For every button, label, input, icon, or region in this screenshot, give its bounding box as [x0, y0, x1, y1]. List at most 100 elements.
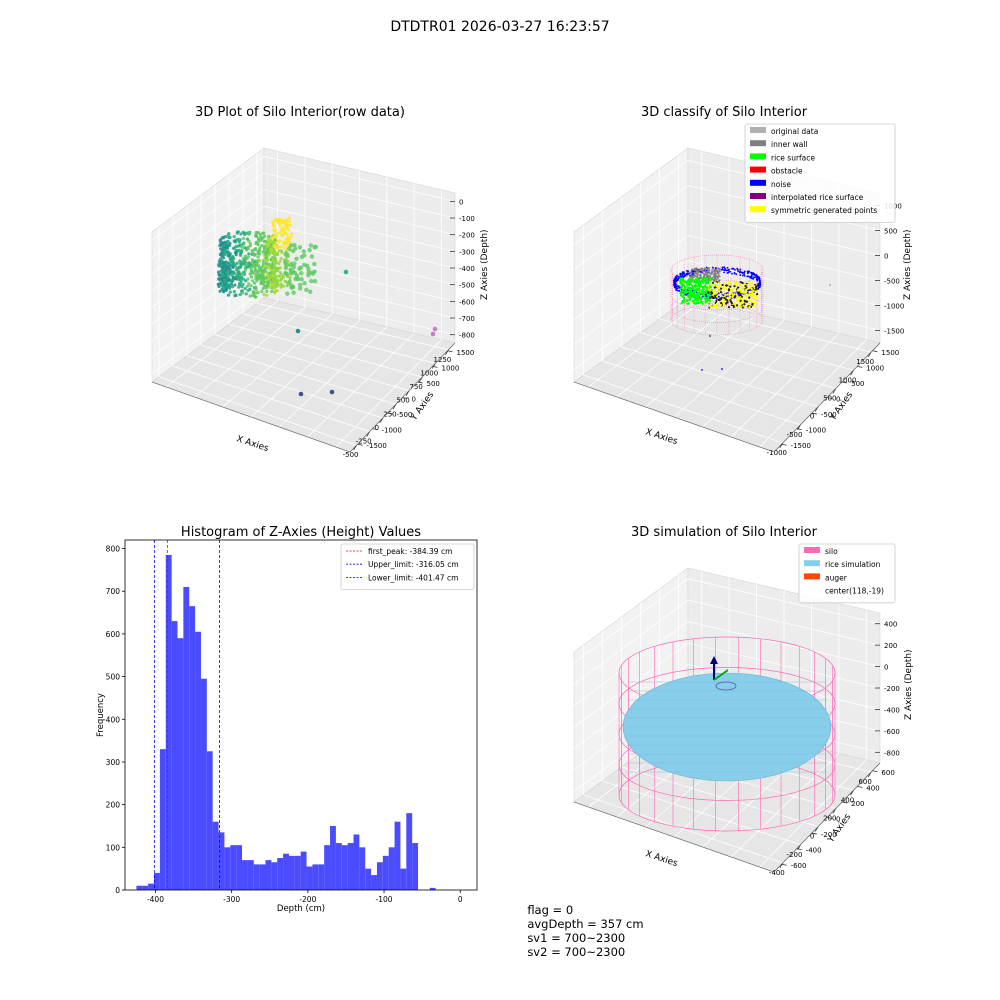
data-point [227, 278, 231, 282]
noise-point [675, 289, 678, 291]
grid-line [335, 339, 442, 448]
histogram-bar [189, 606, 196, 890]
data-point [275, 218, 279, 222]
symmetric-point [732, 287, 735, 290]
rice-point [693, 294, 697, 297]
data-point [222, 290, 226, 294]
symmetric-point [740, 286, 743, 289]
data-point [266, 258, 270, 262]
y-tick-label: 500 [851, 380, 864, 388]
grid-line [151, 155, 456, 241]
symmetric-point [726, 293, 729, 296]
rice-point [701, 302, 704, 305]
data-point [277, 240, 281, 244]
data-point [297, 245, 303, 250]
histogram-bar [265, 860, 272, 890]
data-point [220, 287, 224, 292]
silo-wire [670, 292, 764, 323]
data-point [223, 283, 227, 287]
symmetric-point [748, 286, 752, 290]
data-point [273, 256, 277, 260]
data-point [244, 279, 248, 283]
rice-point [705, 289, 708, 292]
data-point [287, 237, 291, 241]
histogram-ticks: -400 -300 -200 -100 0 0 100 200 300 400 500 600 700 8… [106, 545, 463, 904]
data-point [224, 274, 228, 278]
data-point [248, 272, 252, 276]
y-tick-label: -500 [397, 411, 413, 419]
data-point [244, 263, 248, 267]
histogram-bar [288, 855, 295, 890]
histogram-bar [224, 847, 231, 890]
wall-point [718, 270, 721, 273]
noise-point [675, 280, 678, 282]
data-point [269, 264, 273, 268]
symmetric-point [751, 282, 754, 285]
data-point [285, 226, 289, 230]
histogram-bar [183, 586, 190, 890]
y-tick [826, 397, 833, 399]
legend-entry: first_peak: -384.39 cm [368, 547, 452, 556]
noise-point [717, 295, 720, 298]
data-point [242, 258, 246, 263]
rice-point [695, 301, 698, 304]
data-point [276, 221, 280, 225]
noise-point [715, 297, 718, 300]
y-tick-label: 1500 [457, 349, 475, 357]
data-point [286, 235, 290, 239]
noise-point [681, 272, 683, 275]
rice-point [702, 281, 705, 284]
symmetric-point [740, 297, 743, 300]
symmetric-point [747, 303, 750, 306]
data-point [242, 241, 246, 245]
rice-point [695, 289, 698, 292]
symmetric-point [733, 285, 736, 288]
symmetric-point [741, 300, 744, 303]
rice-point [700, 296, 703, 299]
grid-line [250, 320, 360, 418]
y-tick [796, 848, 802, 851]
wall-point [704, 274, 707, 277]
wall-point [710, 272, 713, 275]
panel-raw-data-axes: -500-250025050075010001250150010005000-5… [151, 147, 475, 459]
symmetric-point [741, 281, 744, 285]
data-point [292, 261, 297, 266]
data-point [248, 287, 252, 291]
histogram-bar [218, 832, 225, 890]
histogram-bar [206, 751, 213, 890]
grid-line [730, 333, 840, 438]
data-point [271, 241, 275, 245]
wall-point [708, 272, 711, 275]
x-tick-label: -500 [787, 431, 803, 439]
data-point [264, 252, 268, 256]
histogram-bar [242, 860, 248, 890]
symmetric-point [736, 291, 740, 294]
data-point [302, 280, 307, 286]
data-point [268, 247, 272, 252]
data-point [281, 275, 285, 279]
data-point [228, 286, 232, 290]
z-tick-label: -400 [884, 706, 900, 714]
y-tick-label: -1000 [382, 427, 402, 435]
data-point [223, 263, 227, 267]
rice-point [700, 277, 703, 280]
grid-line [151, 222, 456, 308]
x-tick-label: -1000 [767, 449, 787, 457]
data-point [254, 263, 258, 267]
grid-line [573, 621, 881, 706]
data-point [280, 245, 284, 249]
data-point [286, 246, 292, 251]
legend-swatch [750, 153, 766, 160]
data-point [262, 280, 266, 284]
data-point [289, 235, 293, 239]
data-point [256, 255, 260, 259]
noise-point [676, 274, 678, 277]
wall-point [694, 269, 697, 271]
data-point [292, 242, 297, 248]
symmetric-point [750, 295, 754, 298]
rice-point [703, 297, 707, 300]
y-tick [842, 381, 848, 384]
noise-point [751, 277, 753, 280]
x-tick-label: 0 [458, 895, 463, 904]
symmetric-point [754, 286, 758, 290]
